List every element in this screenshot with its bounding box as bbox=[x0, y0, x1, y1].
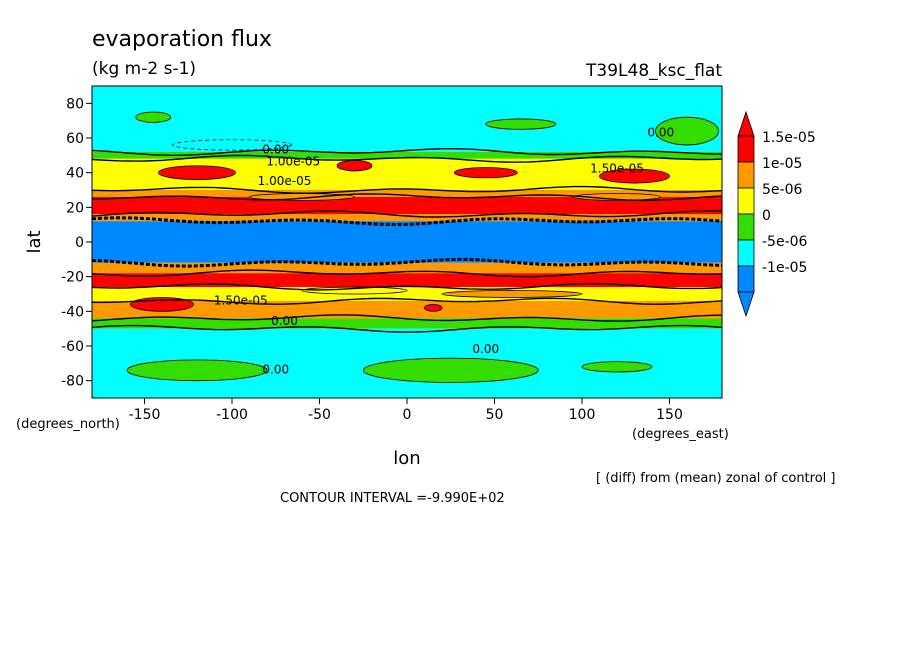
colorbar-label: 1e-05 bbox=[762, 156, 802, 172]
contour-label-5: 0.00 bbox=[271, 314, 298, 328]
contour-label-1: 1.00e-05 bbox=[266, 155, 320, 169]
contour-blob-15 bbox=[441, 290, 583, 298]
contour-blob-4 bbox=[453, 167, 518, 179]
contour-label-2: 1.50e-05 bbox=[590, 162, 644, 176]
band-10 bbox=[92, 300, 722, 319]
negative-contour bbox=[172, 139, 292, 151]
contour-label-0: 0.00 bbox=[262, 143, 289, 157]
contour-line-10 bbox=[92, 314, 722, 322]
x-axis-label: lon bbox=[393, 448, 420, 469]
band-11 bbox=[92, 318, 722, 329]
band-4 bbox=[92, 196, 722, 215]
y-tick-label: 80 bbox=[66, 96, 84, 112]
colorbar: 1.5e-05 1e-05 5e-06 0 -5e-06 -1e-05 bbox=[737, 110, 816, 318]
chart-units: (kg m-2 s-1) bbox=[92, 59, 196, 79]
colorbar-extend-max bbox=[737, 110, 755, 137]
contour-line-9 bbox=[92, 297, 722, 305]
y-axis-label: lat bbox=[24, 230, 45, 253]
y-tick-label: -80 bbox=[61, 374, 84, 390]
contour-label-6: 0.00 bbox=[262, 363, 289, 377]
y-tick-label: -40 bbox=[61, 304, 84, 320]
x-tick-label: 50 bbox=[486, 407, 504, 423]
contour-blob-9 bbox=[581, 361, 653, 373]
band-9 bbox=[92, 287, 722, 301]
x-tick-label: 150 bbox=[656, 407, 683, 423]
contour-blob-13 bbox=[572, 193, 662, 201]
colorbar-label: 1.5e-05 bbox=[762, 130, 816, 146]
contour-line-7 bbox=[92, 269, 722, 278]
y-tick-label: 60 bbox=[66, 131, 84, 147]
contour-line-6 bbox=[92, 257, 722, 268]
colorbar-swatch bbox=[737, 161, 755, 189]
contour-blob-7 bbox=[126, 359, 268, 382]
contour-blob-6 bbox=[424, 303, 443, 312]
x-tick-label: -50 bbox=[308, 407, 331, 423]
y-tick-label: 0 bbox=[75, 235, 84, 251]
colorbar-swatch bbox=[737, 187, 755, 215]
colorbar-label: -1e-05 bbox=[762, 260, 807, 276]
y-axis-units: (degrees_north) bbox=[16, 417, 120, 432]
footer-note: [ (diff) from (mean) zonal of control ] bbox=[596, 471, 835, 486]
contour-blob-3 bbox=[158, 165, 236, 181]
run-label: T39L48_ksc_flat bbox=[585, 61, 722, 81]
y-tick-label: -20 bbox=[61, 270, 84, 286]
contour-blob-11 bbox=[485, 118, 557, 130]
contour-line-5 bbox=[92, 216, 722, 226]
contour-blob-14 bbox=[301, 286, 408, 295]
colorbar-extend-min bbox=[737, 291, 755, 318]
band-3 bbox=[92, 190, 722, 197]
y-tick-label: -60 bbox=[61, 339, 84, 355]
x-tick-label: -150 bbox=[129, 407, 161, 423]
contour-line-11 bbox=[92, 324, 722, 333]
colorbar-swatch bbox=[737, 265, 755, 293]
x-axis: -150 -100 -50 0 50 100 150 bbox=[129, 398, 683, 423]
colorbar-label: -5e-06 bbox=[762, 234, 808, 250]
band-5 bbox=[92, 214, 722, 222]
contour-interval: CONTOUR INTERVAL =-9.990E+02 bbox=[280, 491, 505, 506]
band-7 bbox=[92, 262, 722, 274]
y-tick-label: 20 bbox=[66, 200, 84, 216]
contour-line-2 bbox=[92, 185, 722, 194]
y-tick-label: 40 bbox=[66, 166, 84, 182]
colorbar-swatch bbox=[737, 213, 755, 241]
contour-label-4: 1.50e-05 bbox=[214, 293, 268, 307]
contour-label-3: 1.00e-05 bbox=[258, 174, 312, 188]
x-tick-label: -100 bbox=[216, 407, 248, 423]
plot-area: 0.001.00e-05 1.50e-051.00e-051.50e-050.00… bbox=[92, 86, 722, 398]
contour-line-0 bbox=[92, 148, 722, 156]
y-axis: 80 60 40 20 0 -20 -40 -60 -80 bbox=[61, 96, 92, 390]
contour-blob-2 bbox=[599, 168, 670, 184]
contour-blob-0 bbox=[135, 111, 172, 123]
chart-title: evaporation flux bbox=[92, 27, 272, 52]
band-6 bbox=[92, 221, 722, 263]
contour-line-1 bbox=[92, 154, 722, 163]
band-8 bbox=[92, 273, 722, 288]
contour-label-7: 0.00 bbox=[472, 342, 499, 356]
colorbar-label: 0 bbox=[762, 208, 771, 224]
contour-blob-1 bbox=[336, 160, 373, 172]
band-1 bbox=[92, 151, 722, 159]
contour-label-8: 0.00 bbox=[647, 125, 674, 139]
colorbar-swatch bbox=[737, 135, 755, 163]
x-tick-label: 100 bbox=[569, 407, 596, 423]
colorbar-label: 5e-06 bbox=[762, 182, 802, 198]
x-axis-units: (degrees_east) bbox=[632, 427, 729, 442]
x-tick-label: 0 bbox=[403, 407, 412, 423]
contour-blob-10 bbox=[655, 116, 719, 146]
contour-line-3 bbox=[92, 193, 722, 202]
contour-line-8 bbox=[92, 283, 722, 291]
band-0 bbox=[92, 86, 722, 152]
colorbar-swatch bbox=[737, 239, 755, 267]
contour-blob-8 bbox=[362, 357, 539, 383]
contour-line-4 bbox=[92, 210, 722, 218]
